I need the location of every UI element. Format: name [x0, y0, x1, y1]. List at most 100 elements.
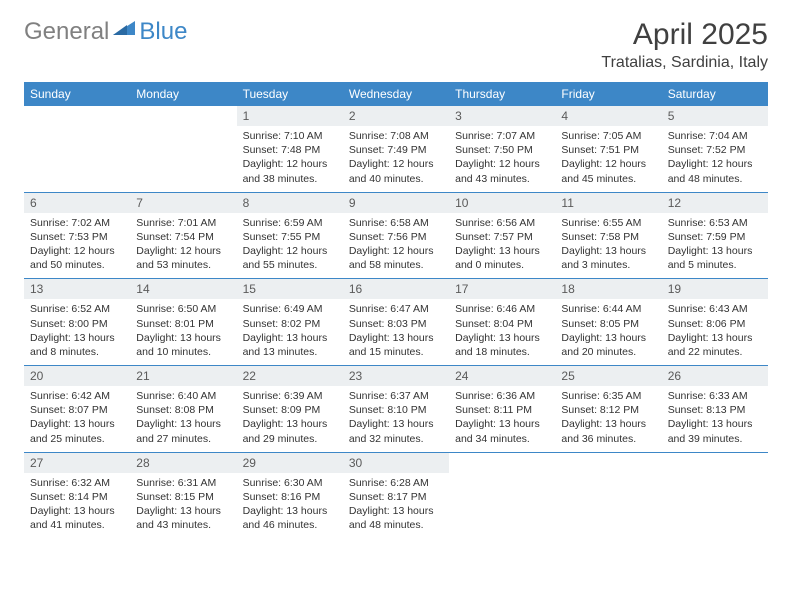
- calendar-empty-cell: [662, 453, 768, 539]
- day-details: Sunrise: 6:32 AMSunset: 8:14 PMDaylight:…: [24, 473, 130, 539]
- brand-logo: General Blue: [24, 18, 187, 46]
- calendar-day-cell: 10Sunrise: 6:56 AMSunset: 7:57 PMDayligh…: [449, 193, 555, 279]
- day-details: Sunrise: 6:55 AMSunset: 7:58 PMDaylight:…: [555, 213, 661, 279]
- day-number: 21: [130, 366, 236, 386]
- header: General Blue April 2025 Tratalias, Sardi…: [24, 18, 768, 72]
- day-number: 29: [237, 453, 343, 473]
- calendar-empty-cell: [130, 106, 236, 192]
- weekday-header: Thursday: [449, 82, 555, 106]
- page-title: April 2025: [601, 18, 768, 52]
- day-number: 26: [662, 366, 768, 386]
- calendar-day-cell: 23Sunrise: 6:37 AMSunset: 8:10 PMDayligh…: [343, 366, 449, 452]
- calendar-day-cell: 13Sunrise: 6:52 AMSunset: 8:00 PMDayligh…: [24, 279, 130, 365]
- day-details: Sunrise: 6:30 AMSunset: 8:16 PMDaylight:…: [237, 473, 343, 539]
- brand-gray-text: General: [24, 18, 109, 46]
- day-number: 28: [130, 453, 236, 473]
- calendar-empty-cell: [449, 453, 555, 539]
- day-number: 30: [343, 453, 449, 473]
- calendar-empty-cell: [555, 453, 661, 539]
- calendar-empty-cell: [24, 106, 130, 192]
- day-details: Sunrise: 6:35 AMSunset: 8:12 PMDaylight:…: [555, 386, 661, 452]
- calendar-day-cell: 19Sunrise: 6:43 AMSunset: 8:06 PMDayligh…: [662, 279, 768, 365]
- day-details: Sunrise: 7:04 AMSunset: 7:52 PMDaylight:…: [662, 126, 768, 192]
- day-number: 3: [449, 106, 555, 126]
- day-number: 7: [130, 193, 236, 213]
- brand-triangle-icon: [113, 19, 135, 40]
- day-number: 27: [24, 453, 130, 473]
- day-number: 4: [555, 106, 661, 126]
- day-details: Sunrise: 7:02 AMSunset: 7:53 PMDaylight:…: [24, 213, 130, 279]
- day-details: Sunrise: 6:28 AMSunset: 8:17 PMDaylight:…: [343, 473, 449, 539]
- day-number: 25: [555, 366, 661, 386]
- calendar-day-cell: 4Sunrise: 7:05 AMSunset: 7:51 PMDaylight…: [555, 106, 661, 192]
- calendar-day-cell: 12Sunrise: 6:53 AMSunset: 7:59 PMDayligh…: [662, 193, 768, 279]
- calendar-day-cell: 3Sunrise: 7:07 AMSunset: 7:50 PMDaylight…: [449, 106, 555, 192]
- day-number: 5: [662, 106, 768, 126]
- calendar-body: 1Sunrise: 7:10 AMSunset: 7:48 PMDaylight…: [24, 106, 768, 538]
- calendar-day-cell: 21Sunrise: 6:40 AMSunset: 8:08 PMDayligh…: [130, 366, 236, 452]
- day-number: 22: [237, 366, 343, 386]
- calendar-day-cell: 11Sunrise: 6:55 AMSunset: 7:58 PMDayligh…: [555, 193, 661, 279]
- day-details: Sunrise: 6:47 AMSunset: 8:03 PMDaylight:…: [343, 299, 449, 365]
- calendar-day-cell: 27Sunrise: 6:32 AMSunset: 8:14 PMDayligh…: [24, 453, 130, 539]
- day-details: Sunrise: 6:39 AMSunset: 8:09 PMDaylight:…: [237, 386, 343, 452]
- calendar-day-cell: 8Sunrise: 6:59 AMSunset: 7:55 PMDaylight…: [237, 193, 343, 279]
- day-number: 10: [449, 193, 555, 213]
- calendar-table: SundayMondayTuesdayWednesdayThursdayFrid…: [24, 82, 768, 538]
- calendar-day-cell: 9Sunrise: 6:58 AMSunset: 7:56 PMDaylight…: [343, 193, 449, 279]
- day-details: Sunrise: 6:33 AMSunset: 8:13 PMDaylight:…: [662, 386, 768, 452]
- calendar-day-cell: 15Sunrise: 6:49 AMSunset: 8:02 PMDayligh…: [237, 279, 343, 365]
- day-details: Sunrise: 7:01 AMSunset: 7:54 PMDaylight:…: [130, 213, 236, 279]
- day-number: 19: [662, 279, 768, 299]
- day-number: 6: [24, 193, 130, 213]
- day-details: Sunrise: 6:52 AMSunset: 8:00 PMDaylight:…: [24, 299, 130, 365]
- weekday-header: Sunday: [24, 82, 130, 106]
- day-details: Sunrise: 7:08 AMSunset: 7:49 PMDaylight:…: [343, 126, 449, 192]
- day-details: Sunrise: 6:37 AMSunset: 8:10 PMDaylight:…: [343, 386, 449, 452]
- day-details: Sunrise: 7:07 AMSunset: 7:50 PMDaylight:…: [449, 126, 555, 192]
- weekday-header-row: SundayMondayTuesdayWednesdayThursdayFrid…: [24, 82, 768, 106]
- calendar-day-cell: 1Sunrise: 7:10 AMSunset: 7:48 PMDaylight…: [237, 106, 343, 192]
- weekday-header: Saturday: [662, 82, 768, 106]
- day-details: Sunrise: 7:10 AMSunset: 7:48 PMDaylight:…: [237, 126, 343, 192]
- calendar-day-cell: 17Sunrise: 6:46 AMSunset: 8:04 PMDayligh…: [449, 279, 555, 365]
- day-details: Sunrise: 6:40 AMSunset: 8:08 PMDaylight:…: [130, 386, 236, 452]
- calendar-day-cell: 30Sunrise: 6:28 AMSunset: 8:17 PMDayligh…: [343, 453, 449, 539]
- weekday-header: Tuesday: [237, 82, 343, 106]
- calendar-day-cell: 5Sunrise: 7:04 AMSunset: 7:52 PMDaylight…: [662, 106, 768, 192]
- calendar-day-cell: 20Sunrise: 6:42 AMSunset: 8:07 PMDayligh…: [24, 366, 130, 452]
- day-number: 23: [343, 366, 449, 386]
- calendar-day-cell: 6Sunrise: 7:02 AMSunset: 7:53 PMDaylight…: [24, 193, 130, 279]
- calendar-day-cell: 29Sunrise: 6:30 AMSunset: 8:16 PMDayligh…: [237, 453, 343, 539]
- brand-blue-text: Blue: [139, 18, 187, 46]
- weekday-header: Monday: [130, 82, 236, 106]
- day-number: 11: [555, 193, 661, 213]
- day-details: Sunrise: 7:05 AMSunset: 7:51 PMDaylight:…: [555, 126, 661, 192]
- calendar-week-row: 27Sunrise: 6:32 AMSunset: 8:14 PMDayligh…: [24, 453, 768, 539]
- day-number: 1: [237, 106, 343, 126]
- day-details: Sunrise: 6:43 AMSunset: 8:06 PMDaylight:…: [662, 299, 768, 365]
- day-details: Sunrise: 6:53 AMSunset: 7:59 PMDaylight:…: [662, 213, 768, 279]
- calendar-day-cell: 28Sunrise: 6:31 AMSunset: 8:15 PMDayligh…: [130, 453, 236, 539]
- day-number: 9: [343, 193, 449, 213]
- day-number: 20: [24, 366, 130, 386]
- day-number: 16: [343, 279, 449, 299]
- day-details: Sunrise: 6:46 AMSunset: 8:04 PMDaylight:…: [449, 299, 555, 365]
- day-details: Sunrise: 6:49 AMSunset: 8:02 PMDaylight:…: [237, 299, 343, 365]
- day-details: Sunrise: 6:42 AMSunset: 8:07 PMDaylight:…: [24, 386, 130, 452]
- day-number: 18: [555, 279, 661, 299]
- day-number: 12: [662, 193, 768, 213]
- day-details: Sunrise: 6:44 AMSunset: 8:05 PMDaylight:…: [555, 299, 661, 365]
- day-number: 15: [237, 279, 343, 299]
- day-details: Sunrise: 6:50 AMSunset: 8:01 PMDaylight:…: [130, 299, 236, 365]
- day-details: Sunrise: 6:56 AMSunset: 7:57 PMDaylight:…: [449, 213, 555, 279]
- day-details: Sunrise: 6:36 AMSunset: 8:11 PMDaylight:…: [449, 386, 555, 452]
- day-number: 13: [24, 279, 130, 299]
- calendar-day-cell: 25Sunrise: 6:35 AMSunset: 8:12 PMDayligh…: [555, 366, 661, 452]
- calendar-day-cell: 16Sunrise: 6:47 AMSunset: 8:03 PMDayligh…: [343, 279, 449, 365]
- day-number: 8: [237, 193, 343, 213]
- page-subtitle: Tratalias, Sardinia, Italy: [601, 54, 768, 72]
- calendar-week-row: 1Sunrise: 7:10 AMSunset: 7:48 PMDaylight…: [24, 106, 768, 192]
- title-block: April 2025 Tratalias, Sardinia, Italy: [601, 18, 768, 72]
- calendar-day-cell: 22Sunrise: 6:39 AMSunset: 8:09 PMDayligh…: [237, 366, 343, 452]
